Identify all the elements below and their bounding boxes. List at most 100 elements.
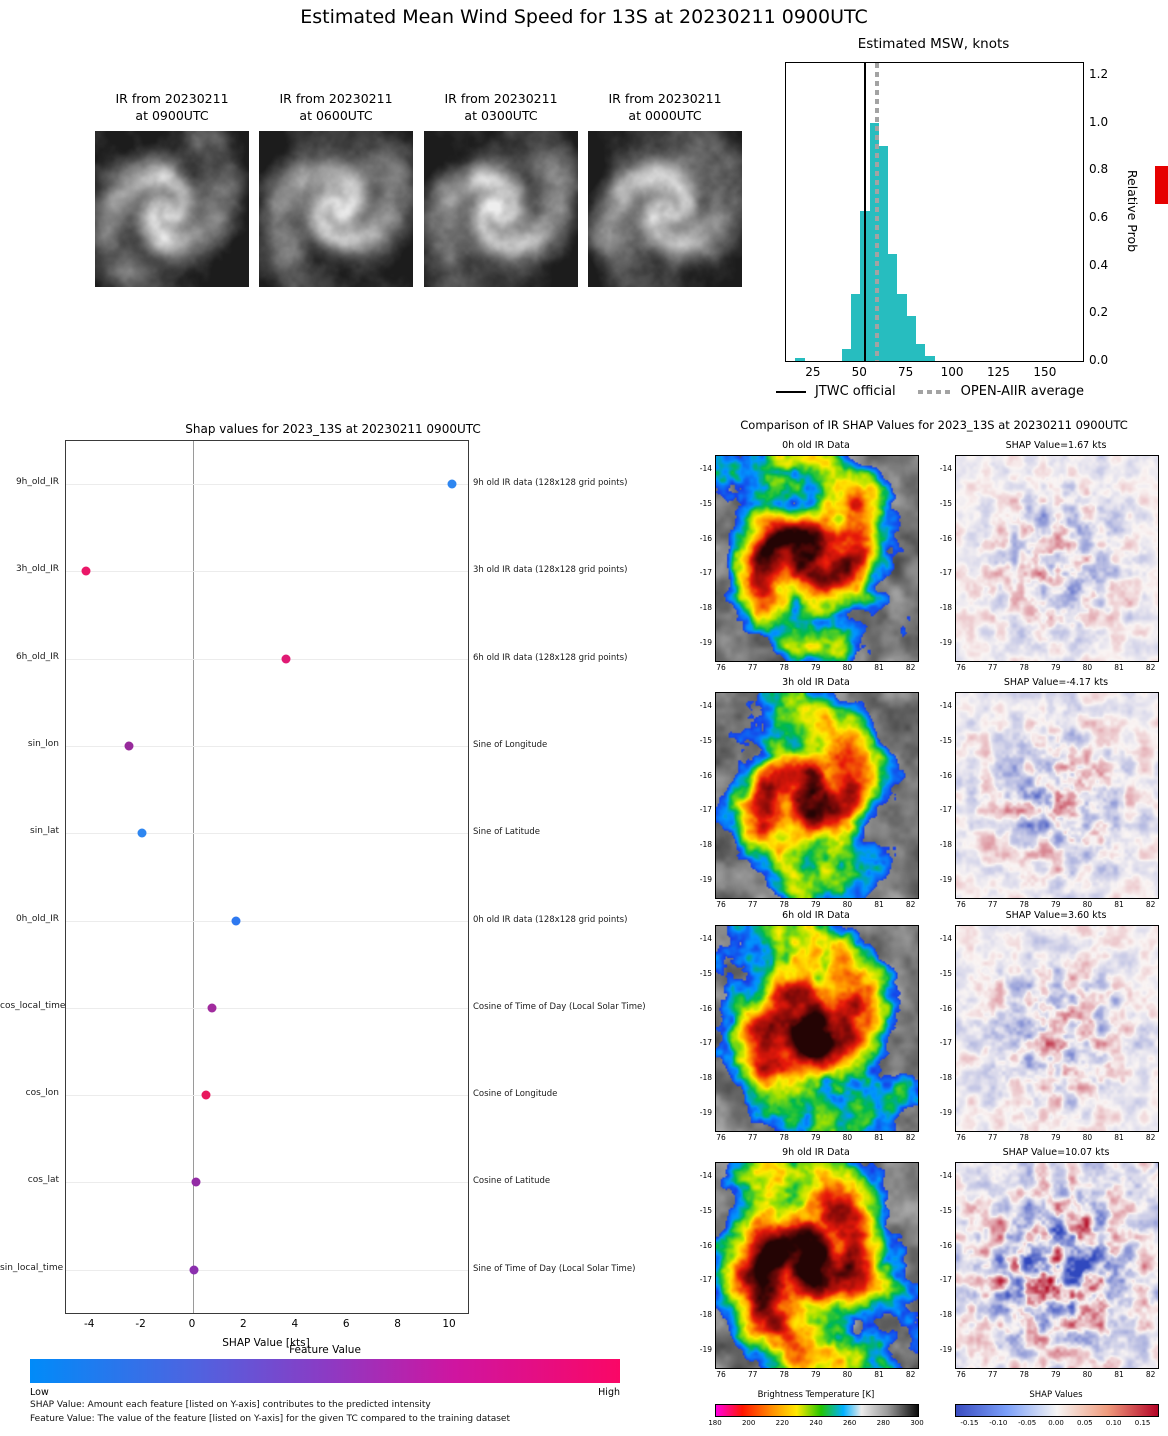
lon-tick-label: 80 <box>842 1133 853 1142</box>
feature-gridline <box>66 1095 468 1097</box>
shap-dot <box>124 741 134 751</box>
lon-tick-label: 77 <box>987 1133 998 1142</box>
lon-tick-label: 78 <box>779 663 789 672</box>
lon-tick-label: 76 <box>956 663 966 672</box>
lon-tick-label: 82 <box>1145 900 1156 909</box>
shap-x-tick-label: 10 <box>442 1318 456 1330</box>
ir-thumbnail-0900utc-label-line1: IR from 20230211 <box>115 91 229 106</box>
histogram-bar <box>925 356 935 361</box>
brightness-temperature-colorbar-tick-label: 220 <box>775 1419 790 1427</box>
lon-tick-label: 78 <box>779 1133 789 1142</box>
lon-tick-label: 79 <box>1051 1370 1061 1379</box>
histogram-bar <box>906 315 916 361</box>
shap-values-colorbar-tick-label: 0.05 <box>1077 1419 1093 1427</box>
lat-tick-label: -19 <box>699 1108 712 1117</box>
lon-tick-label: 82 <box>1145 1133 1156 1142</box>
shap-dot <box>207 1003 217 1013</box>
lon-tick-label: 76 <box>716 1370 726 1379</box>
histogram-bar <box>869 122 879 361</box>
lat-tick-label: -16 <box>699 770 712 780</box>
lat-tick-label: -16 <box>699 1240 712 1250</box>
ir-map-canvas <box>716 693 918 898</box>
lat-tick-label: -18 <box>939 1310 952 1320</box>
feature-gridline <box>66 1007 468 1009</box>
shap-x-tick-label: 6 <box>342 1318 350 1330</box>
ir-map-plot <box>715 455 919 662</box>
lat-tick-label: -18 <box>699 1073 712 1083</box>
shap-values-colorbar-tick-label: -0.05 <box>1018 1419 1037 1427</box>
feature-gridline <box>66 1182 468 1184</box>
shap-dot <box>447 479 457 489</box>
feature-description-label: Cosine of Longitude <box>473 1089 558 1100</box>
lon-tick-label: 78 <box>779 1370 789 1379</box>
lon-tick-label: 77 <box>747 663 758 672</box>
histogram-x-tick-label: 150 <box>1033 365 1057 379</box>
lat-tick-label: -15 <box>939 968 952 978</box>
lon-tick-label: 81 <box>1114 900 1124 909</box>
lon-tick-label: 79 <box>1051 663 1061 672</box>
feature-name-label: 9h_old_IR <box>15 477 59 487</box>
feature-name-label: cos_lon <box>25 1088 59 1099</box>
shap-feature-panel: Shap values for 2023_13S at 20230211 090… <box>0 420 700 1436</box>
lon-tick-label: 82 <box>1145 1370 1156 1379</box>
shap-values-colorbar-tick-label: -0.10 <box>989 1419 1008 1427</box>
legend-label-jtwc: JTWC official <box>814 384 896 399</box>
histogram-x-tick-label: 50 <box>851 365 867 379</box>
brightness-temperature-colorbar-tick-label: 260 <box>842 1419 857 1427</box>
shap-x-axis-label: SHAP Value [kts] <box>222 1337 310 1349</box>
shap-map-plot <box>955 1162 1159 1369</box>
brightness-temperature-colorbar <box>715 1404 919 1417</box>
lon-tick-label: 81 <box>874 1133 884 1142</box>
lat-tick-label: -15 <box>699 1205 712 1215</box>
open-aiir-average-line <box>875 63 880 361</box>
feature-name-label: sin_lat <box>30 826 59 837</box>
lat-tick-label: -14 <box>939 1171 952 1180</box>
shap-dot <box>189 1265 199 1275</box>
lon-tick-label: 77 <box>987 900 998 909</box>
lon-tick-label: 76 <box>716 900 726 909</box>
lat-tick-label: -19 <box>939 875 952 884</box>
lon-tick-label: 82 <box>905 900 916 909</box>
lon-tick-label: 77 <box>987 663 998 672</box>
brightness-temperature-colorbar-tick-label: 200 <box>741 1419 756 1427</box>
feature-value-colorbar <box>30 1359 620 1383</box>
lon-tick-label: 82 <box>1145 663 1156 672</box>
histogram-y-tick-label: 1.0 <box>1089 114 1109 129</box>
shap-map-title: SHAP Value=-4.17 kts <box>1003 677 1109 688</box>
ir-shap-comparison-panel: Comparison of IR SHAP Values for 2023_13… <box>700 412 1168 1436</box>
lon-tick-label: 80 <box>842 1370 853 1379</box>
histogram-x-tick-label: 125 <box>987 365 1010 379</box>
lat-tick-label: -16 <box>939 533 952 543</box>
jtwc-official-line <box>863 63 866 361</box>
lat-tick-label: -15 <box>939 735 952 745</box>
ir-map-title: 0h old IR Data <box>782 440 850 451</box>
ir-thumbnail-0600utc-label-line1: IR from 20230211 <box>279 91 393 106</box>
lat-tick-label: -15 <box>699 735 712 745</box>
lat-tick-label: -14 <box>699 1171 712 1180</box>
lat-tick-label: -17 <box>939 568 952 578</box>
lat-tick-label: -17 <box>939 1038 952 1048</box>
shap-dot <box>201 1090 211 1100</box>
feature-description-label: 3h old IR data (128x128 grid points) <box>473 565 628 576</box>
lat-tick-label: -15 <box>699 968 712 978</box>
lat-tick-label: -15 <box>939 498 952 508</box>
shap-map-canvas <box>956 693 1158 898</box>
shap-x-tick-label: -4 <box>83 1318 95 1330</box>
lat-tick-label: -14 <box>939 464 952 473</box>
lon-tick-label: 78 <box>1019 1370 1029 1379</box>
feature-name-label: sin_local_time <box>0 1262 64 1273</box>
lat-tick-label: -14 <box>939 934 952 943</box>
shap-x-tick-label: 8 <box>394 1318 401 1330</box>
lat-tick-label: -14 <box>699 464 712 473</box>
ir-thumbnail-0000utc: IR from 20230211 at 0000UTC <box>588 90 742 287</box>
ir-satellite-image-0000utc <box>588 131 742 287</box>
ir-thumbnail-0300utc-label-line1: IR from 20230211 <box>444 91 558 106</box>
feature-description-label: 6h old IR data (128x128 grid points) <box>473 652 628 663</box>
shap-map-canvas <box>956 926 1158 1131</box>
ir-map-canvas <box>716 456 918 661</box>
lon-tick-label: 78 <box>1019 900 1029 909</box>
feature-name-label: 0h_old_IR <box>15 913 59 924</box>
ir-thumbnail-0900utc: IR from 20230211 at 0900UTC <box>95 90 249 287</box>
ir-thumbnail-0000utc-label-line1: IR from 20230211 <box>608 91 722 106</box>
lat-tick-label: -19 <box>939 1108 952 1117</box>
